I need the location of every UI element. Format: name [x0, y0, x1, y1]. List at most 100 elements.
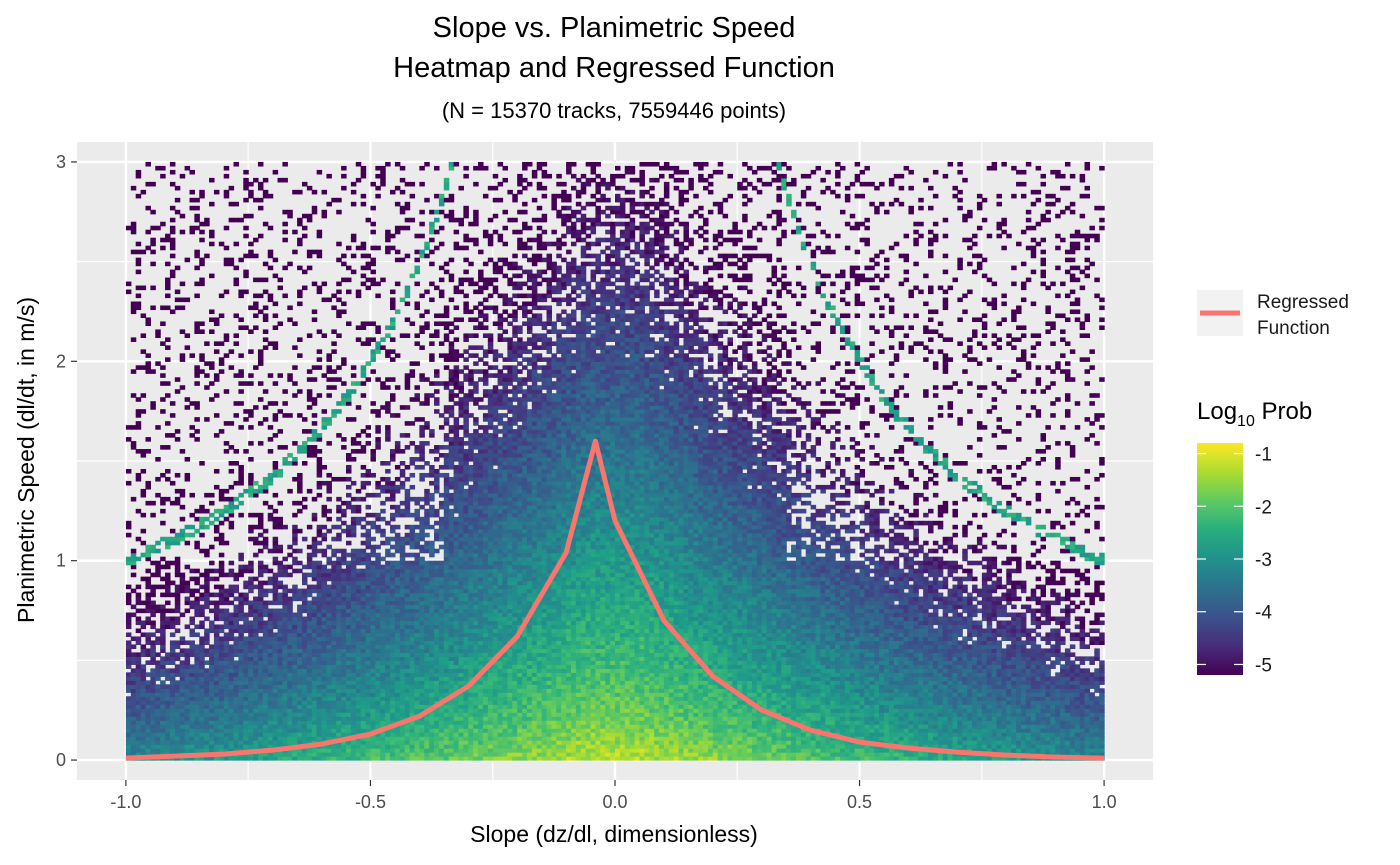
heatmap-cell: [213, 748, 220, 753]
heatmap-cell: [346, 652, 352, 657]
heatmap-cell: [316, 540, 323, 546]
heatmap-cell: [336, 600, 342, 606]
heatmap-cell: [272, 433, 279, 438]
heatmap-cell: [458, 616, 464, 622]
heatmap-cell: [174, 704, 181, 709]
heatmap-cell: [306, 748, 313, 753]
heatmap-cell: [438, 692, 445, 697]
heatmap-cell: [414, 265, 420, 271]
heatmap-cell: [267, 624, 274, 630]
heatmap-cell: [458, 389, 464, 394]
heatmap-cell: [375, 644, 381, 650]
heatmap-cell: [438, 425, 445, 430]
heatmap-cell: [194, 225, 200, 231]
heatmap-cell: [404, 620, 411, 626]
heatmap-cell: [429, 480, 435, 486]
heatmap-cell: [370, 712, 376, 717]
heatmap-cell: [326, 692, 332, 697]
heatmap-cell: [326, 588, 332, 594]
heatmap-cell: [419, 441, 425, 446]
heatmap-cell: [365, 736, 372, 741]
heatmap-cell: [189, 512, 195, 518]
heatmap-cell: [350, 740, 357, 745]
heatmap-cell: [443, 197, 450, 203]
heatmap-cell: [448, 405, 455, 410]
heatmap-cell: [365, 620, 372, 626]
heatmap-cell: [350, 712, 357, 717]
heatmap-cell: [463, 405, 469, 410]
heatmap-cell: [341, 361, 347, 366]
heatmap-cell: [253, 728, 259, 733]
heatmap-cell: [306, 688, 313, 693]
heatmap-cell: [424, 652, 430, 657]
heatmap-cell: [434, 329, 440, 334]
heatmap-cell: [404, 688, 411, 693]
heatmap-cell: [228, 648, 235, 653]
heatmap-cell: [262, 540, 269, 546]
heatmap-cell: [346, 504, 352, 510]
heatmap-cell: [424, 748, 430, 753]
heatmap-cell: [380, 720, 386, 725]
heatmap-cell: [448, 560, 455, 566]
heatmap-cell: [306, 652, 313, 657]
heatmap-cell: [311, 421, 318, 426]
heatmap-cell: [463, 397, 469, 402]
heatmap-cell: [199, 329, 205, 334]
heatmap-cell: [360, 704, 367, 709]
heatmap-cell: [194, 293, 200, 299]
heatmap-cell: [360, 708, 367, 713]
heatmap-cell: [409, 441, 416, 446]
heatmap-cell: [165, 572, 171, 578]
heatmap-cell: [218, 672, 225, 677]
heatmap-cell: [253, 700, 259, 705]
heatmap-cell: [321, 425, 328, 430]
heatmap-cell: [399, 652, 406, 657]
heatmap-cell: [434, 596, 440, 602]
heatmap-cell: [223, 688, 230, 693]
heatmap-cell: [458, 441, 464, 446]
heatmap-cell: [257, 600, 264, 606]
heatmap-cell: [297, 620, 303, 626]
heatmap-cell: [233, 241, 239, 247]
heatmap-cell: [248, 680, 254, 685]
heatmap-cell: [199, 277, 205, 283]
heatmap-cell: [311, 640, 318, 646]
heatmap-cell: [326, 680, 332, 685]
heatmap-cell: [443, 616, 450, 622]
heatmap-cell: [253, 636, 259, 642]
heatmap-cell: [463, 464, 469, 470]
heatmap-cell: [311, 572, 318, 578]
heatmap-cell: [179, 584, 186, 590]
heatmap-cell: [174, 596, 181, 602]
heatmap-cell: [331, 680, 337, 685]
heatmap-cell: [218, 536, 225, 542]
heatmap-cell: [453, 421, 460, 426]
heatmap-cell: [194, 265, 200, 271]
heatmap-cell: [257, 484, 264, 490]
heatmap-cell: [463, 732, 469, 737]
heatmap-cell: [169, 309, 176, 315]
heatmap-cell: [135, 365, 142, 370]
heatmap-cell: [448, 540, 455, 546]
heatmap-cell: [140, 528, 147, 534]
heatmap-cell: [248, 700, 254, 705]
heatmap-cell: [155, 660, 161, 665]
heatmap-cell: [448, 564, 455, 570]
heatmap-cell: [438, 572, 445, 578]
heatmap-cell: [213, 712, 220, 717]
heatmap-cell: [404, 476, 411, 482]
heatmap-cell: [297, 680, 303, 685]
heatmap-cell: [438, 193, 445, 199]
heatmap-cell: [199, 281, 205, 287]
heatmap-cell: [429, 524, 435, 530]
heatmap-cell: [282, 636, 288, 642]
heatmap-cell: [125, 289, 132, 295]
heatmap-cell: [209, 309, 215, 315]
heatmap-cell: [209, 708, 215, 713]
heatmap-cell: [419, 457, 425, 462]
heatmap-cell: [209, 241, 215, 247]
heatmap-cell: [301, 572, 308, 578]
heatmap-cell: [414, 704, 420, 709]
heatmap-cell: [360, 636, 367, 642]
heatmap-cell: [194, 321, 200, 327]
